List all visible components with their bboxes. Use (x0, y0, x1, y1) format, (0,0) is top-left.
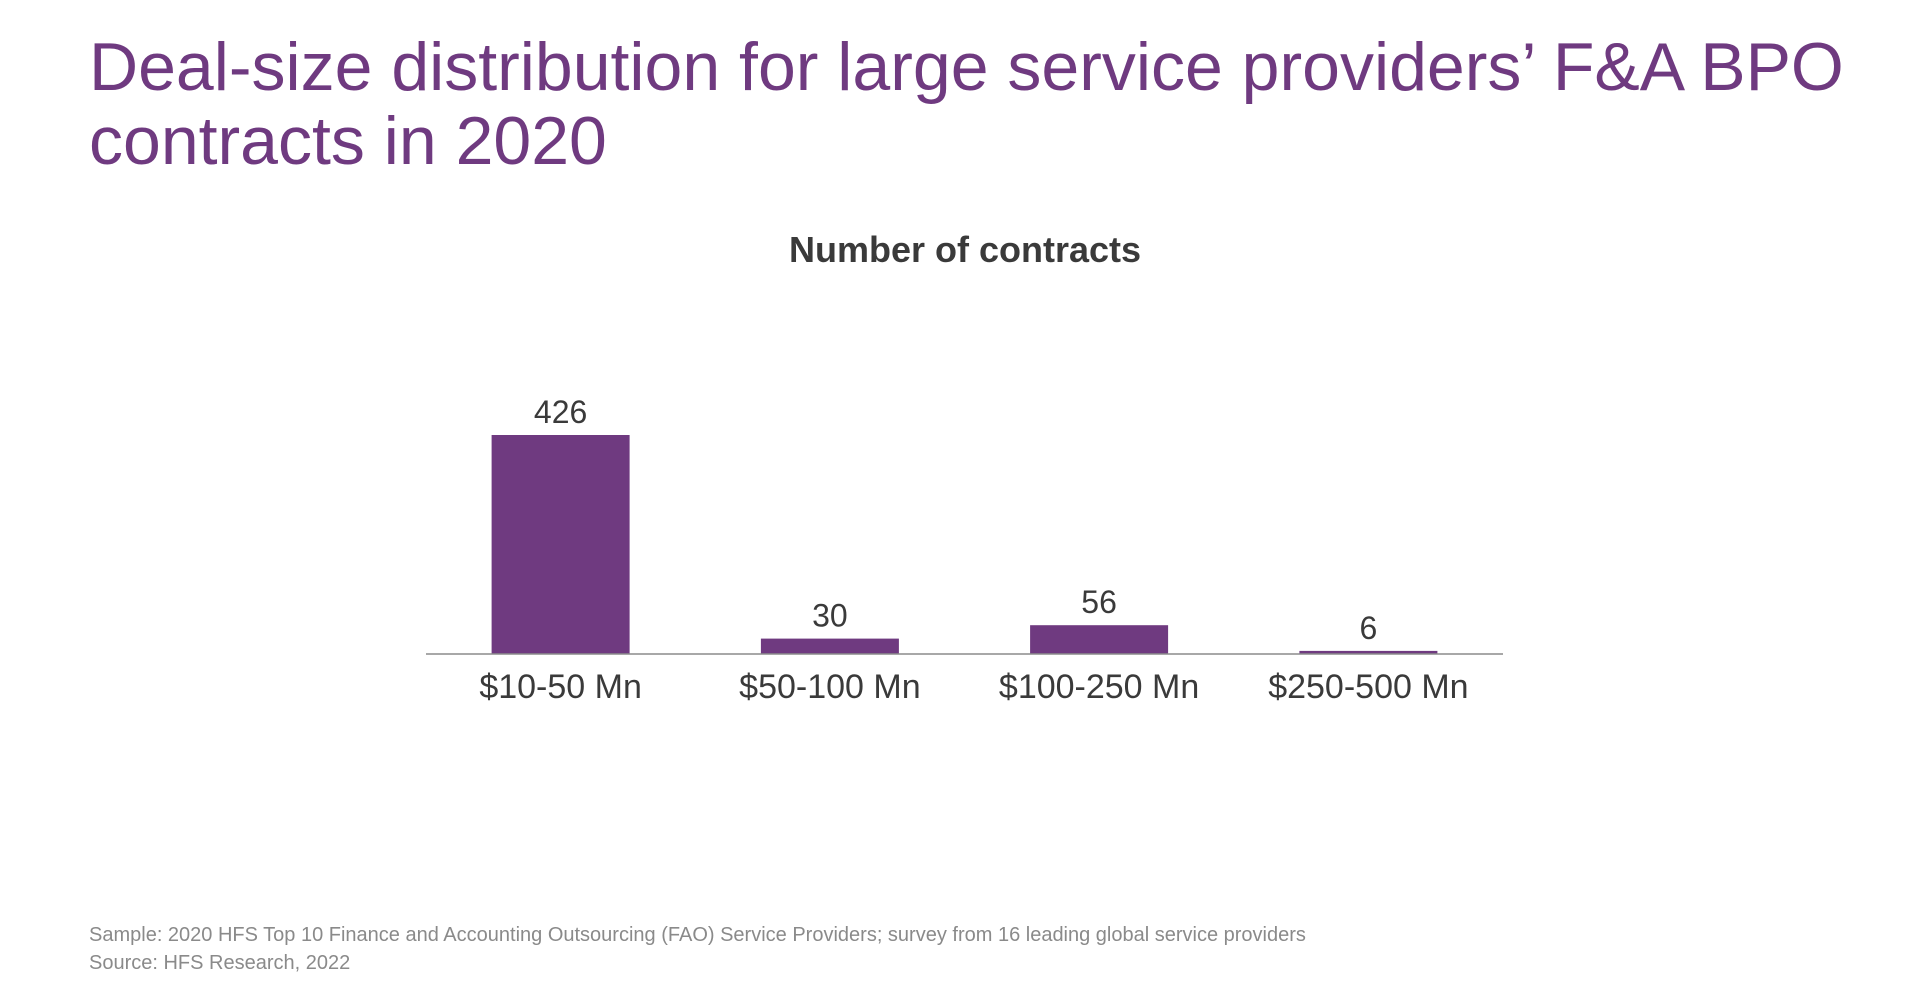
bar-4 (1299, 650, 1438, 654)
data-label-2: 30 (812, 598, 848, 634)
bars-layer (491, 435, 1438, 654)
page-title: Deal-size distribution for large service… (89, 29, 1844, 179)
category-label-1: $10-50 Mn (479, 668, 642, 706)
bar-2 (760, 638, 899, 654)
category-label-3: $100-250 Mn (999, 668, 1199, 706)
footnote-source: Source: HFS Research, 2022 (89, 952, 351, 974)
bar-3 (1030, 625, 1169, 654)
data-label-1: 426 (534, 394, 587, 430)
footnote: Sample: 2020 HFS Top 10 Finance and Acco… (89, 921, 1889, 977)
category-label-2: $50-100 Mn (739, 668, 920, 706)
labels-layer: 426 $10-50 Mn 30 $50-100 Mn 56 $100-250 Mn 6 $2… (479, 394, 1468, 706)
data-label-3: 56 (1081, 584, 1117, 620)
footnote-sample: Sample: 2020 HFS Top 10 Finance and Acco… (89, 924, 1306, 946)
bar-1 (491, 435, 630, 654)
chart-title: Number of contracts (789, 229, 1141, 270)
data-label-4: 6 (1360, 610, 1378, 646)
category-label-4: $250-500 Mn (1268, 668, 1468, 706)
